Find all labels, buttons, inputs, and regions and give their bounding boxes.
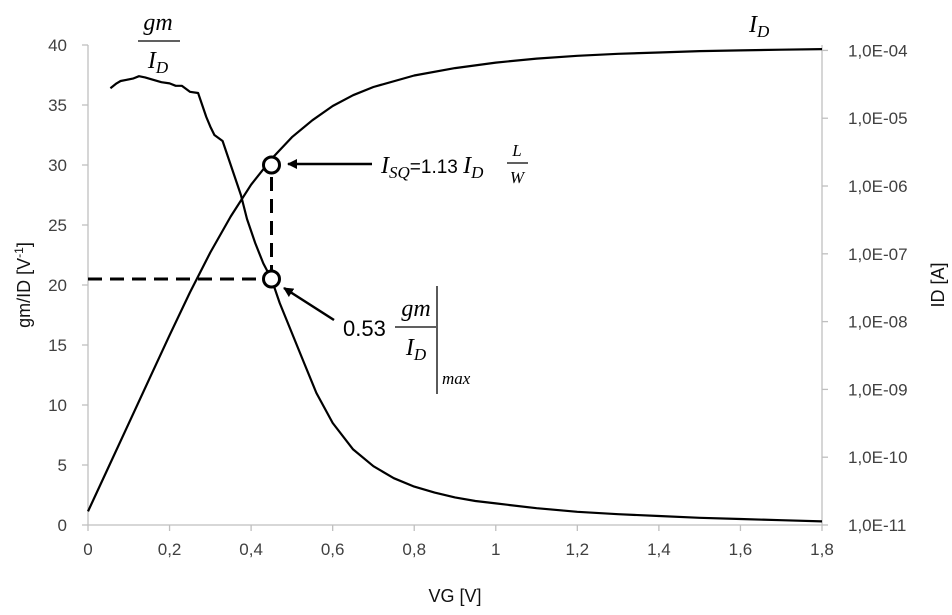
id-label-sub: D <box>756 22 770 41</box>
isq-eq: =1.13 <box>410 157 463 178</box>
y-tick-label: 25 <box>48 216 67 235</box>
right-axis-title: ID [A] <box>928 262 948 307</box>
isq-sub2: D <box>470 163 484 182</box>
drain-current-curve <box>87 48 823 512</box>
left-axis-title: gm/ID [V-1] <box>12 242 34 328</box>
gm-label-den-I: I <box>147 48 157 74</box>
x-axis-ticks: 0 0,2 0,4 0,6 0,8 1 1,2 1,4 1,6 1,8 <box>83 525 834 559</box>
isq-sub: SQ <box>389 163 410 182</box>
isq-L: L <box>511 141 521 160</box>
isq-I2: I <box>462 153 472 179</box>
gm-over-id-curve <box>109 75 823 523</box>
x-tick-label: 0,2 <box>158 540 182 559</box>
id-label-I: I <box>748 12 758 38</box>
k-coefficient: 0.53 <box>343 316 386 341</box>
x-axis-title: VG [V] <box>428 586 481 606</box>
k-numerator: gm <box>401 296 430 322</box>
y2-tick-label: 1,0E-05 <box>848 109 908 128</box>
y-tick-label: 20 <box>48 276 67 295</box>
left-axis-title-sup: -1 <box>12 247 26 258</box>
left-axis-ticks: 0 5 10 15 20 25 30 35 40 <box>48 36 88 535</box>
gm-label-denominator: ID <box>147 48 169 77</box>
gm-label-numerator: gm <box>143 10 172 36</box>
y-tick-label: 5 <box>58 456 67 475</box>
x-tick-label: 0,4 <box>239 540 263 559</box>
k-den-sub: D <box>413 345 427 364</box>
k-den-I: I <box>405 335 415 361</box>
k-arrow <box>283 286 335 322</box>
x-tick-label: 0,8 <box>402 540 426 559</box>
dashed-guides <box>88 165 273 281</box>
y-tick-label: 0 <box>58 516 67 535</box>
y2-tick-label: 1,0E-06 <box>848 177 908 196</box>
x-tick-label: 1,4 <box>647 540 671 559</box>
operating-point-markers <box>262 155 281 289</box>
x-tick-label: 0,6 <box>321 540 345 559</box>
k-max: max <box>442 369 471 388</box>
x-tick-label: 0 <box>83 540 92 559</box>
isq-formula: ISQ=1.13 ID <box>380 153 484 182</box>
y-tick-label: 10 <box>48 396 67 415</box>
k-denominator: ID <box>405 335 427 364</box>
y2-tick-label: 1,0E-04 <box>848 41 908 60</box>
y2-tick-label: 1,0E-11 <box>848 516 906 535</box>
isq-W: W <box>510 168 526 187</box>
right-axis-ticks: 1,0E-11 1,0E-10 1,0E-09 1,0E-08 1,0E-07 1,0E-… <box>822 41 908 535</box>
y-tick-label: 40 <box>48 36 67 55</box>
x-tick-label: 1,2 <box>566 540 590 559</box>
gm-label-den-sub: D <box>155 58 169 77</box>
y2-tick-label: 1,0E-09 <box>848 380 908 399</box>
x-tick-label: 1,8 <box>810 540 834 559</box>
operating-point-marker <box>262 155 281 175</box>
y-tick-label: 35 <box>48 96 67 115</box>
y2-tick-label: 1,0E-10 <box>848 448 908 467</box>
x-tick-label: 1,6 <box>729 540 753 559</box>
operating-point-marker <box>262 269 281 289</box>
isq-I: I <box>380 153 390 179</box>
y-tick-label: 30 <box>48 156 67 175</box>
x-tick-label: 1 <box>491 540 500 559</box>
left-axis-title-main: gm/ID [V <box>14 258 34 328</box>
left-axis-title-close: ] <box>14 242 34 247</box>
y-tick-label: 15 <box>48 336 67 355</box>
y2-tick-label: 1,0E-08 <box>848 313 908 332</box>
id-curve-label: ID <box>748 12 770 41</box>
y2-tick-label: 1,0E-07 <box>848 245 908 264</box>
